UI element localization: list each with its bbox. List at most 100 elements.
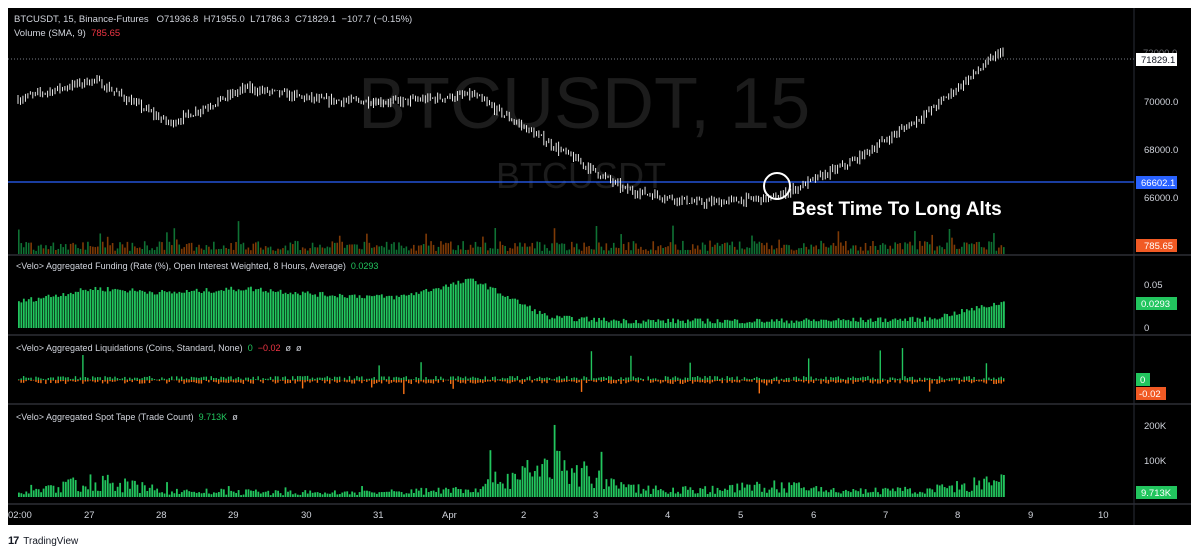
volume-bar (59, 243, 62, 254)
funding-bar (131, 288, 134, 328)
spot-tape-bar (726, 489, 729, 497)
liq-long-bar (499, 379, 501, 380)
liq-long-bar (807, 358, 810, 380)
spot-tape-bar (817, 491, 820, 497)
liq-short-bar (615, 380, 617, 384)
funding-bar (299, 295, 302, 328)
liq-short-bar (585, 380, 588, 383)
spot-tape-bar (442, 489, 445, 497)
symbol-legend[interactable]: BTCUSDT, 15, Binance-Futures O71936.8 H7… (14, 14, 412, 25)
volume-bar (351, 244, 353, 254)
tradingview-brand[interactable]: TradingView (23, 535, 79, 547)
spot-tape-bar (193, 491, 196, 497)
volume-bar (499, 241, 501, 254)
liq-long-bar (124, 376, 126, 380)
funding-bar (79, 288, 82, 328)
volume-bar (763, 245, 766, 254)
spot-tape-legend[interactable]: <Velo> Aggregated Spot Tape (Trade Count… (16, 412, 238, 422)
volume-bar (457, 245, 460, 254)
chart-canvas[interactable]: BTCUSDT, 15 BTCUSDT Best Time To Long Al… (8, 8, 1191, 525)
liq-short-bar (556, 380, 558, 383)
spot-tape-bar (499, 481, 502, 497)
liq-long-bar (304, 376, 306, 380)
funding-bar (558, 316, 561, 328)
liq-short-bar (299, 380, 301, 382)
liq-short-bar (180, 380, 183, 382)
volume-legend[interactable]: Volume (SMA, 9) 785.65 (14, 28, 120, 39)
funding-bar (566, 315, 568, 328)
liq-long-bar (284, 376, 287, 380)
liq-long-bar (432, 379, 435, 380)
liq-long-bar (326, 376, 328, 380)
volume-bar (479, 247, 482, 254)
chart-frame[interactable]: BTCUSDT, 15 BTCUSDT Best Time To Long Al… (8, 8, 1191, 525)
liq-long-bar (277, 376, 279, 380)
volume-bar (333, 242, 336, 254)
spot-tape-bar (491, 482, 494, 497)
liq-short-bar (106, 380, 109, 384)
volume-bar (921, 245, 924, 254)
liq-long-bar (151, 378, 153, 380)
funding-legend[interactable]: <Velo> Aggregated Funding (Rate (%), Ope… (16, 261, 378, 271)
spot-tape-bar (674, 493, 677, 497)
liq-short-bar (348, 380, 351, 382)
volume-bar (121, 244, 124, 254)
spot-tick: 200K (1144, 421, 1167, 432)
annotation-text[interactable]: Best Time To Long Alts (792, 199, 1002, 220)
volume-bar (667, 246, 669, 254)
liq-short-bar (55, 380, 57, 384)
liq-long-bar (82, 355, 84, 380)
volume-bar (138, 247, 141, 254)
spot-tape-bar (783, 488, 786, 497)
volume-bar (694, 248, 697, 254)
volume-bar (605, 243, 608, 254)
liq-short-bar (92, 380, 94, 382)
liq-long-bar (728, 377, 731, 380)
liq-long-bar (516, 376, 519, 380)
liq-short-bar (941, 380, 943, 382)
annotation-circle[interactable] (763, 172, 791, 200)
liq-long-bar (225, 378, 227, 380)
liq-long-bar (605, 378, 607, 380)
volume-bar (689, 250, 692, 254)
funding-bar (27, 299, 30, 328)
liq-long-bar (464, 376, 467, 380)
liq-short-bar (679, 380, 682, 384)
liquidations-legend[interactable]: <Velo> Aggregated Liquidations (Coins, S… (16, 343, 302, 353)
funding-bar (1003, 301, 1005, 328)
spot-tape-bar (882, 488, 884, 497)
funding-bar (948, 316, 951, 328)
liq-long-bar (817, 379, 820, 380)
spot-tape-bar (336, 494, 339, 497)
liq-short-bar (756, 380, 758, 383)
volume-bar (911, 245, 914, 254)
funding-bar (101, 290, 104, 328)
liq-short-bar (968, 380, 970, 382)
funding-bar (445, 284, 447, 328)
funding-series (18, 278, 1005, 328)
volume-bar (319, 244, 321, 254)
liq-short-bar (807, 380, 810, 384)
tradingview-logo-icon[interactable]: 17 (8, 535, 19, 547)
funding-bar (119, 289, 122, 328)
spot-tape-bar (375, 493, 378, 497)
liq-long-bar (970, 378, 973, 380)
spot-tape-bar (795, 483, 798, 497)
liq-long-bar (220, 376, 222, 380)
spot-tape-bar (501, 483, 504, 497)
volume-bar (961, 246, 963, 254)
liq-long-bar (27, 377, 30, 380)
liq-long-bar (580, 378, 583, 380)
funding-bar (854, 321, 857, 328)
spot-tape-bar (800, 488, 803, 497)
spot-tape-bar (536, 465, 539, 497)
volume-bar (766, 242, 768, 254)
liq-long-bar (649, 378, 652, 380)
spot-tape-bar (664, 492, 667, 497)
liq-long-bar (847, 377, 849, 380)
spot-tape-bar (427, 492, 430, 497)
funding-bar (94, 286, 97, 328)
liq-long-bar (625, 377, 627, 380)
spot-tape-bar (195, 492, 198, 497)
liq-long-bar (230, 376, 232, 380)
